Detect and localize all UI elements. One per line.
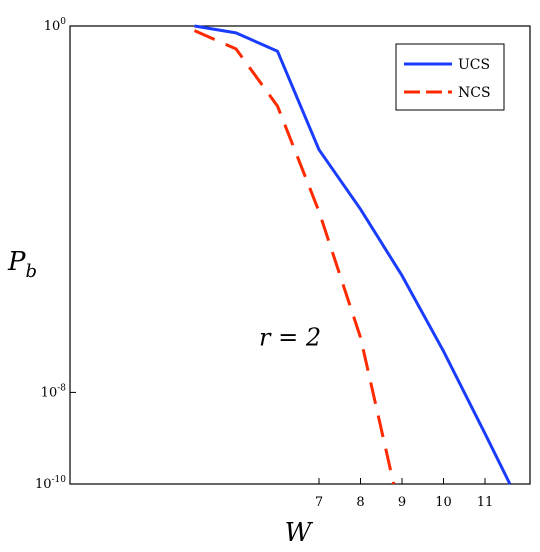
plot-frame xyxy=(69,25,531,485)
x-tick-label: 7 xyxy=(315,495,323,510)
y-axis-label-subscript: b xyxy=(26,261,38,282)
x-tick-label: 9 xyxy=(398,495,406,510)
x-axis-label: W xyxy=(285,518,314,548)
y-tick-label: 10-10 xyxy=(35,475,66,492)
y-tick-label: 100 xyxy=(44,17,67,34)
annotation-r: r = 2 xyxy=(259,323,321,351)
y-tick-label: 10-8 xyxy=(41,383,67,400)
legend: UCS NCS xyxy=(395,43,505,111)
series-line-ncs xyxy=(193,29,396,485)
legend-box xyxy=(395,43,505,111)
series-layer xyxy=(193,24,512,485)
y-axis-label-main: P xyxy=(7,247,26,277)
series-line-ucs xyxy=(194,24,512,485)
x-tick-label: 10 xyxy=(435,495,452,510)
legend-label-ncs: NCS xyxy=(458,85,491,101)
axes: 7 8 9 10 11 100 10-8 10-10 xyxy=(35,17,531,510)
y-axis-label: Pb xyxy=(7,247,37,282)
x-tick-label: 11 xyxy=(477,495,494,510)
legend-label-ucs: UCS xyxy=(458,57,490,73)
x-tick-label: 8 xyxy=(356,495,364,510)
